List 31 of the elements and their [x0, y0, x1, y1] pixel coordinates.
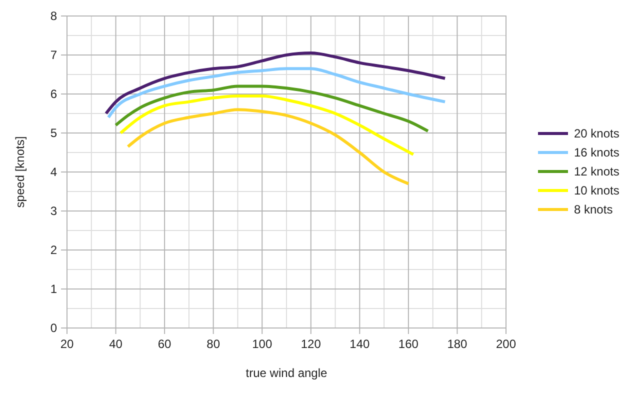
x-tick-label: 40 — [109, 337, 123, 351]
x-tick-label: 180 — [447, 337, 468, 351]
y-axis-title: speed [knots] — [13, 136, 27, 208]
legend-label: 12 knots — [574, 164, 620, 178]
x-tick-label: 120 — [300, 337, 322, 351]
line-series — [114, 84, 430, 133]
x-tick-label: 100 — [252, 337, 272, 351]
x-tick-label: 160 — [398, 337, 419, 351]
legend-label: 8 knots — [574, 202, 613, 216]
x-tick-label: 60 — [158, 337, 172, 351]
y-tick-label: 0 — [50, 321, 58, 335]
line-series — [104, 52, 447, 115]
line-series — [119, 94, 415, 156]
y-tick-label: 3 — [50, 204, 58, 218]
y-tick-label: 6 — [50, 87, 58, 101]
y-tick-label: 4 — [50, 165, 58, 179]
legend-label: 10 knots — [574, 184, 620, 198]
legend-label: 16 knots — [574, 146, 620, 160]
line-series — [126, 108, 410, 186]
line-series — [106, 67, 447, 119]
legend-label: 20 knots — [574, 126, 620, 140]
y-tick-label: 1 — [50, 282, 58, 296]
y-tick-label: 8 — [50, 9, 58, 23]
y-tick-label: 2 — [50, 243, 58, 257]
x-tick-label: 140 — [350, 337, 370, 351]
x-tick-label: 200 — [496, 337, 516, 351]
x-tick-label: 80 — [206, 337, 220, 351]
y-tick-label: 7 — [50, 48, 58, 62]
x-tick-label: 20 — [60, 337, 74, 351]
y-tick-label: 5 — [50, 126, 58, 140]
x-axis-title: true wind angle — [246, 366, 328, 380]
